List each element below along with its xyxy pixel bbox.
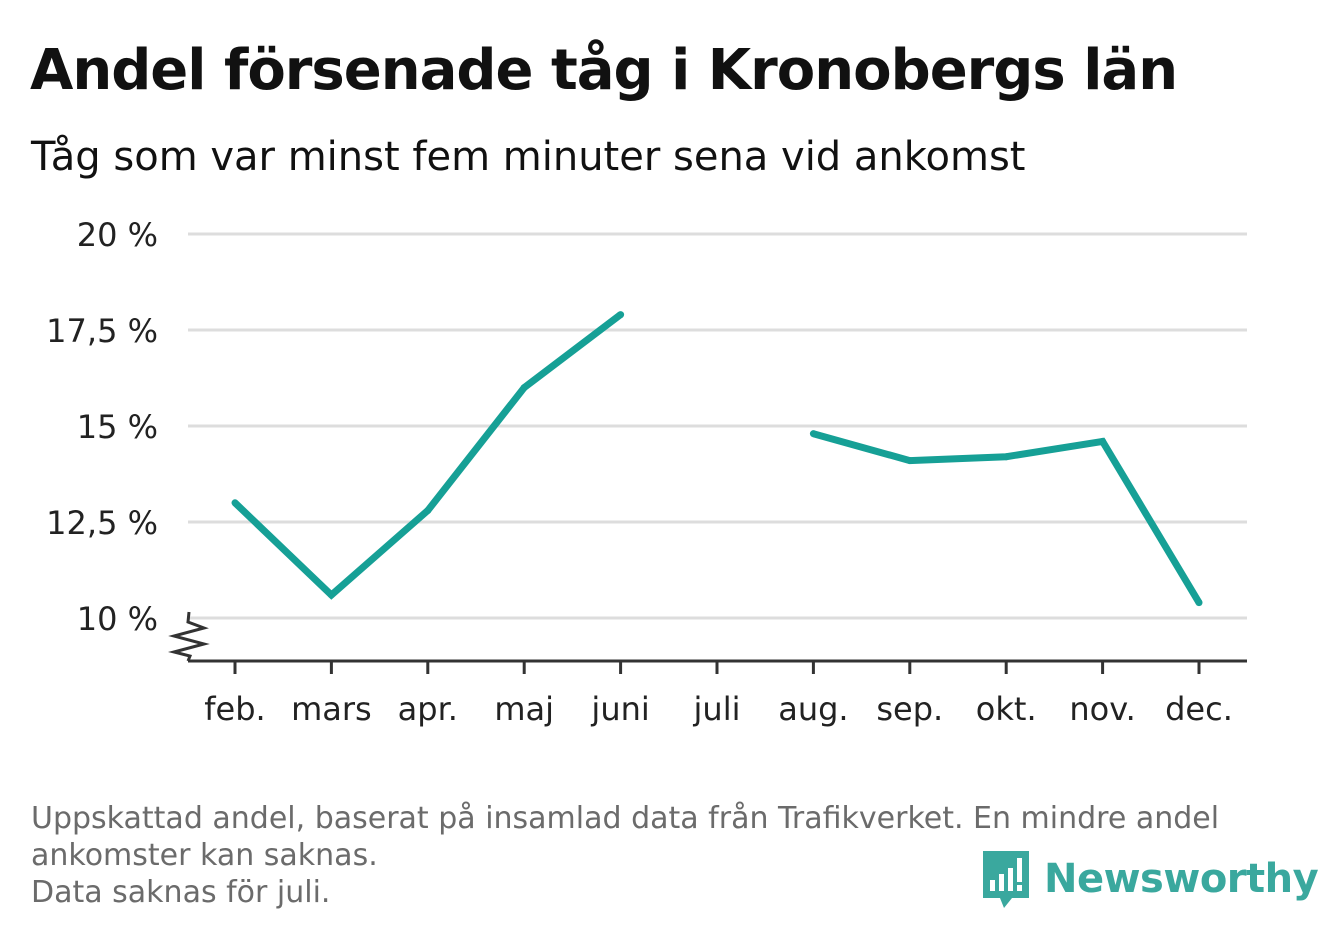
footnote-line: Uppskattad andel, baserat på insamlad da… [31,801,1220,836]
x-tick-label: dec. [1165,690,1233,728]
x-tick-labels: feb. mars apr. maj juni juli aug. sep. okt. nov. d… [204,690,1233,728]
gridlines [188,232,1247,620]
y-tick-label: 10 % [77,600,158,638]
data-point [617,311,625,319]
y-tick-label: 12,5 % [46,504,158,542]
x-tick-label: apr. [398,690,458,728]
y-tick-label: 15 % [77,408,158,446]
footnote-line: Data saknas för juli. [31,875,331,910]
x-axis [168,611,1247,674]
data-point [231,499,239,507]
brand-name: Newsworthy [1044,856,1319,902]
data-point [1099,437,1107,445]
x-tick-label: nov. [1069,690,1135,728]
chart-subtitle: Tåg som var minst fem minuter sena vid a… [31,134,1026,180]
x-tick-label: feb. [204,690,265,728]
y-tick-labels: 10 % 12,5 % 15 % 17,5 % 20 % [46,216,158,638]
data-point [809,430,817,438]
x-tick-label: okt. [976,690,1037,728]
data-point [327,591,335,599]
x-tick-label: sep. [876,690,943,728]
y-tick-label: 20 % [77,216,158,254]
data-point [520,384,528,392]
x-tick-label: mars [291,690,372,728]
axis-break-mark [168,611,210,662]
x-tick-label: juli [693,690,741,728]
footnote-line: ankomster kan saknas. [31,838,378,873]
y-tick-label: 17,5 % [46,312,158,350]
x-tick-label: maj [494,690,554,728]
data-point [1195,599,1203,607]
data-point [1002,453,1010,461]
chart-title: Andel försenade tåg i Kronobergs län [30,38,1178,103]
footnote: Uppskattad andel, baserat på insamlad da… [31,800,1281,911]
newsworthy-logo: Newsworthy [980,848,1319,910]
line-chart: 10 % 12,5 % 15 % 17,5 % 20 % feb. mars apr. maj… [46,216,1247,728]
x-tick-label: aug. [778,690,848,728]
series-line-segment [232,311,623,600]
data-point [424,506,432,514]
series-lines [231,311,1203,607]
data-point [906,457,914,465]
bar-chart-speech-bubble-icon [983,851,1029,908]
x-tick-label: juni [590,690,649,728]
